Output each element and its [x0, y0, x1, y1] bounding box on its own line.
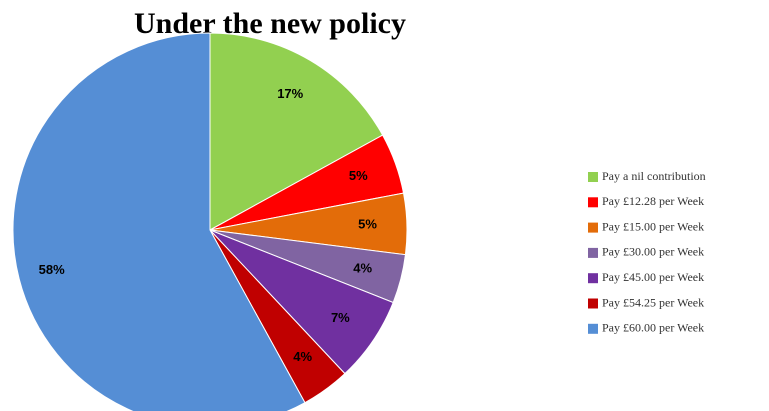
data-label: 5% — [349, 168, 368, 183]
data-label: 7% — [331, 310, 350, 325]
pie-slice — [209, 32, 384, 231]
legend-label: Pay £30.00 per Week — [602, 245, 704, 259]
legend-label: Pay £12.28 per Week — [602, 194, 704, 208]
data-label: 4% — [293, 349, 312, 364]
legend-swatch — [588, 222, 598, 233]
chart-title: Under the new policy — [134, 7, 406, 40]
legend-label: Pay £54.25 per Week — [602, 295, 704, 309]
data-label: 5% — [358, 216, 377, 231]
legend-swatch — [588, 273, 598, 284]
legend-swatch — [588, 197, 598, 208]
legend-label: Pay a nil contribution — [602, 169, 706, 183]
legend-swatch — [588, 323, 598, 334]
legend-swatch — [588, 247, 598, 258]
legend-label: Pay £60.00 per Week — [602, 321, 704, 335]
legend-swatch — [588, 298, 598, 309]
data-label: 17% — [277, 86, 303, 101]
legend-label: Pay £15.00 per Week — [602, 219, 704, 233]
data-label: 58% — [39, 262, 65, 277]
pie-slice — [12, 32, 306, 411]
legend-label: Pay £45.00 per Week — [602, 270, 704, 284]
data-label: 4% — [353, 261, 372, 276]
legend-swatch — [588, 172, 598, 182]
